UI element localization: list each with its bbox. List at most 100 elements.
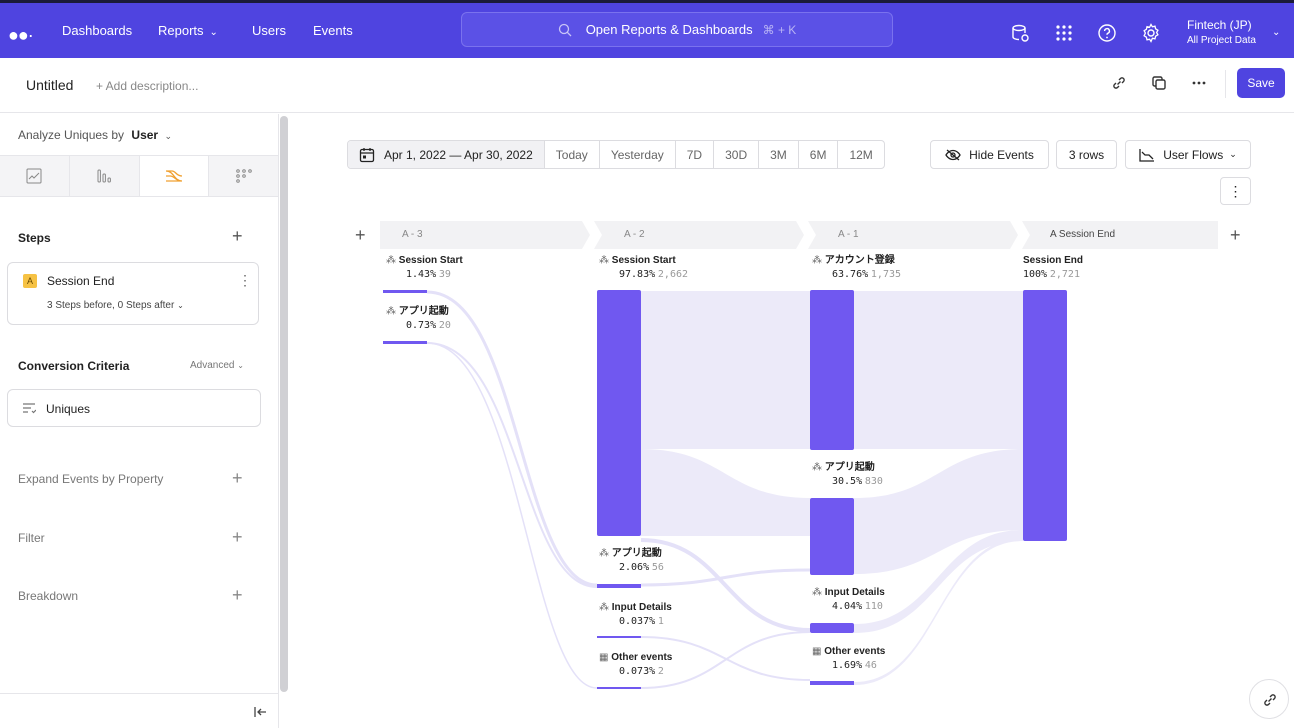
flow-node[interactable]: ⁂ Input Details 0.037% 1 [599, 601, 672, 629]
step-range-control[interactable]: 3 Steps before, 0 Steps after ⌄ [47, 300, 184, 311]
advanced-toggle[interactable]: Advanced ⌄ [190, 360, 244, 371]
node-name: Input Details [611, 602, 672, 613]
flow-ribbon [854, 291, 1023, 449]
chevron-down-icon: ⌄ [237, 361, 244, 370]
account-switcher[interactable]: Fintech (JP) All Project Data [1187, 17, 1256, 49]
flow-node[interactable]: ⁂ アプリ起動 30.5% 830 [812, 461, 883, 489]
hide-events-button[interactable]: Hide Events [930, 140, 1049, 169]
tab-insights[interactable] [0, 156, 70, 196]
chevron-down-icon: ⌄ [177, 301, 184, 310]
chart-type-selector[interactable]: User Flows ⌄ [1125, 140, 1251, 169]
quick-range-30d[interactable]: 30D [714, 141, 760, 168]
flow-node[interactable]: ▦ Other events 1.69% 46 [812, 645, 885, 673]
nav-users[interactable]: Users [252, 23, 286, 38]
analyze-by-value: User [131, 128, 159, 142]
nav-events[interactable]: Events [313, 23, 353, 38]
flow-node[interactable]: ⁂ アプリ起動 2.06% 56 [599, 547, 664, 575]
more-horizontal-icon[interactable] [1191, 75, 1207, 91]
flow-ribbon [426, 290, 598, 587]
quick-range-7d[interactable]: 7D [676, 141, 715, 168]
node-bar[interactable] [810, 623, 854, 633]
link-icon[interactable] [1111, 75, 1127, 91]
share-link-button[interactable] [1249, 679, 1289, 719]
node-bar[interactable] [597, 584, 641, 588]
node-bar[interactable] [597, 290, 641, 536]
tab-retention[interactable] [209, 156, 278, 196]
more-vertical-icon[interactable]: ⋮ [238, 272, 252, 288]
flow-node[interactable]: ⁂ Session Start 1.43% 39 [386, 254, 463, 282]
expand-events-heading: Expand Events by Property [18, 472, 164, 486]
add-step-before-button[interactable]: + [355, 225, 366, 245]
breakdown-heading: Breakdown [18, 589, 79, 603]
save-button[interactable]: Save [1237, 68, 1285, 98]
flow-node[interactable]: ⁂ アプリ起動 0.73% 20 [386, 305, 451, 333]
node-bar[interactable] [383, 341, 427, 344]
node-bar[interactable] [1023, 290, 1067, 541]
flow-node[interactable]: ⁂ アカウント登録 63.76% 1,735 [812, 254, 901, 282]
event-cursor-icon: ⁂ [812, 255, 822, 266]
eye-off-icon [945, 149, 961, 160]
node-count: 1 [657, 616, 664, 627]
quick-range-6m[interactable]: 6M [799, 141, 839, 168]
quick-range-today[interactable]: Today [545, 141, 600, 168]
add-filter-button[interactable]: + [232, 527, 243, 547]
add-breakdown-button[interactable]: + [232, 585, 243, 605]
account-name: Fintech (JP) [1187, 18, 1252, 32]
add-description-link[interactable]: + Add description... [96, 79, 199, 93]
column-header-a-1 [808, 221, 1018, 249]
date-range-picker[interactable]: Apr 1, 2022 — Apr 30, 2022 [348, 141, 545, 168]
event-cursor-icon: ⁂ [599, 255, 609, 266]
tab-flows[interactable] [139, 156, 210, 196]
node-percent: 63.76% [832, 269, 869, 280]
collapse-sidebar-icon[interactable] [254, 706, 268, 718]
node-bar[interactable] [810, 290, 854, 450]
app-logo[interactable]: ●●· [8, 25, 34, 45]
top-nav-bar: ●●· Dashboards Reports ⌄ Users Events Ope… [0, 0, 1294, 58]
duplicate-icon[interactable] [1151, 75, 1167, 91]
node-bar[interactable] [810, 681, 854, 685]
nav-dashboards[interactable]: Dashboards [62, 23, 133, 38]
divider [0, 693, 278, 694]
quick-range-12m[interactable]: 12M [849, 147, 873, 162]
search-input[interactable]: Open Reports & Dashboards ⌘ + K [461, 12, 893, 47]
add-step-button[interactable]: + [232, 226, 243, 246]
node-name: Session End [1023, 255, 1084, 266]
apps-grid-icon[interactable] [1054, 23, 1074, 43]
database-icon[interactable] [1010, 23, 1030, 43]
flow-ribbon [641, 449, 810, 536]
flow-node[interactable]: ⁂ Session Start 97.83% 2,662 [599, 254, 688, 282]
flow-node[interactable]: ⁂ Input Details 4.04% 110 [812, 586, 885, 614]
nav-reports[interactable]: Reports ⌄ [158, 23, 218, 38]
more-vertical-icon[interactable]: ⋮ [1220, 177, 1251, 205]
chevron-down-icon[interactable]: ⌄ [1272, 27, 1281, 38]
tab-funnels[interactable] [69, 156, 140, 196]
step-event-name[interactable]: Session End [47, 274, 115, 288]
event-cursor-icon: ⁂ [386, 306, 396, 317]
flows-icon [165, 170, 182, 182]
uniques-selector[interactable]: Uniques [7, 389, 261, 427]
quick-range-3m[interactable]: 3M [759, 141, 799, 168]
rows-selector[interactable]: 3 rows [1056, 140, 1117, 169]
flow-node[interactable]: ▦ Other events 0.073% 2 [599, 651, 672, 679]
analyze-by-control[interactable]: Analyze Uniques by User ⌄ [18, 128, 172, 142]
node-count: 2,662 [657, 269, 689, 280]
gear-icon[interactable] [1141, 23, 1161, 43]
node-bar[interactable] [383, 290, 427, 293]
node-bar[interactable] [597, 687, 641, 689]
dot-grid-icon [235, 169, 252, 183]
report-title[interactable]: Untitled [26, 77, 74, 93]
node-count: 20 [438, 320, 451, 331]
flow-node[interactable]: Session End 100% 2,721 [1023, 254, 1083, 282]
node-percent: 0.073% [619, 666, 656, 677]
node-percent: 30.5% [832, 476, 863, 487]
help-icon[interactable] [1097, 23, 1117, 43]
node-bar[interactable] [810, 498, 854, 575]
add-expand-property-button[interactable]: + [232, 468, 243, 488]
add-step-after-button[interactable]: + [1230, 225, 1241, 245]
search-shortcut: ⌘ + K [762, 22, 797, 37]
node-bar[interactable] [597, 636, 641, 638]
quick-range-yesterday[interactable]: Yesterday [600, 141, 676, 168]
column-label: A Session End [1050, 229, 1116, 240]
sidebar-scrollbar[interactable] [280, 116, 288, 692]
step-card[interactable]: A Session End ⋮ 3 Steps before, 0 Steps … [7, 262, 259, 325]
